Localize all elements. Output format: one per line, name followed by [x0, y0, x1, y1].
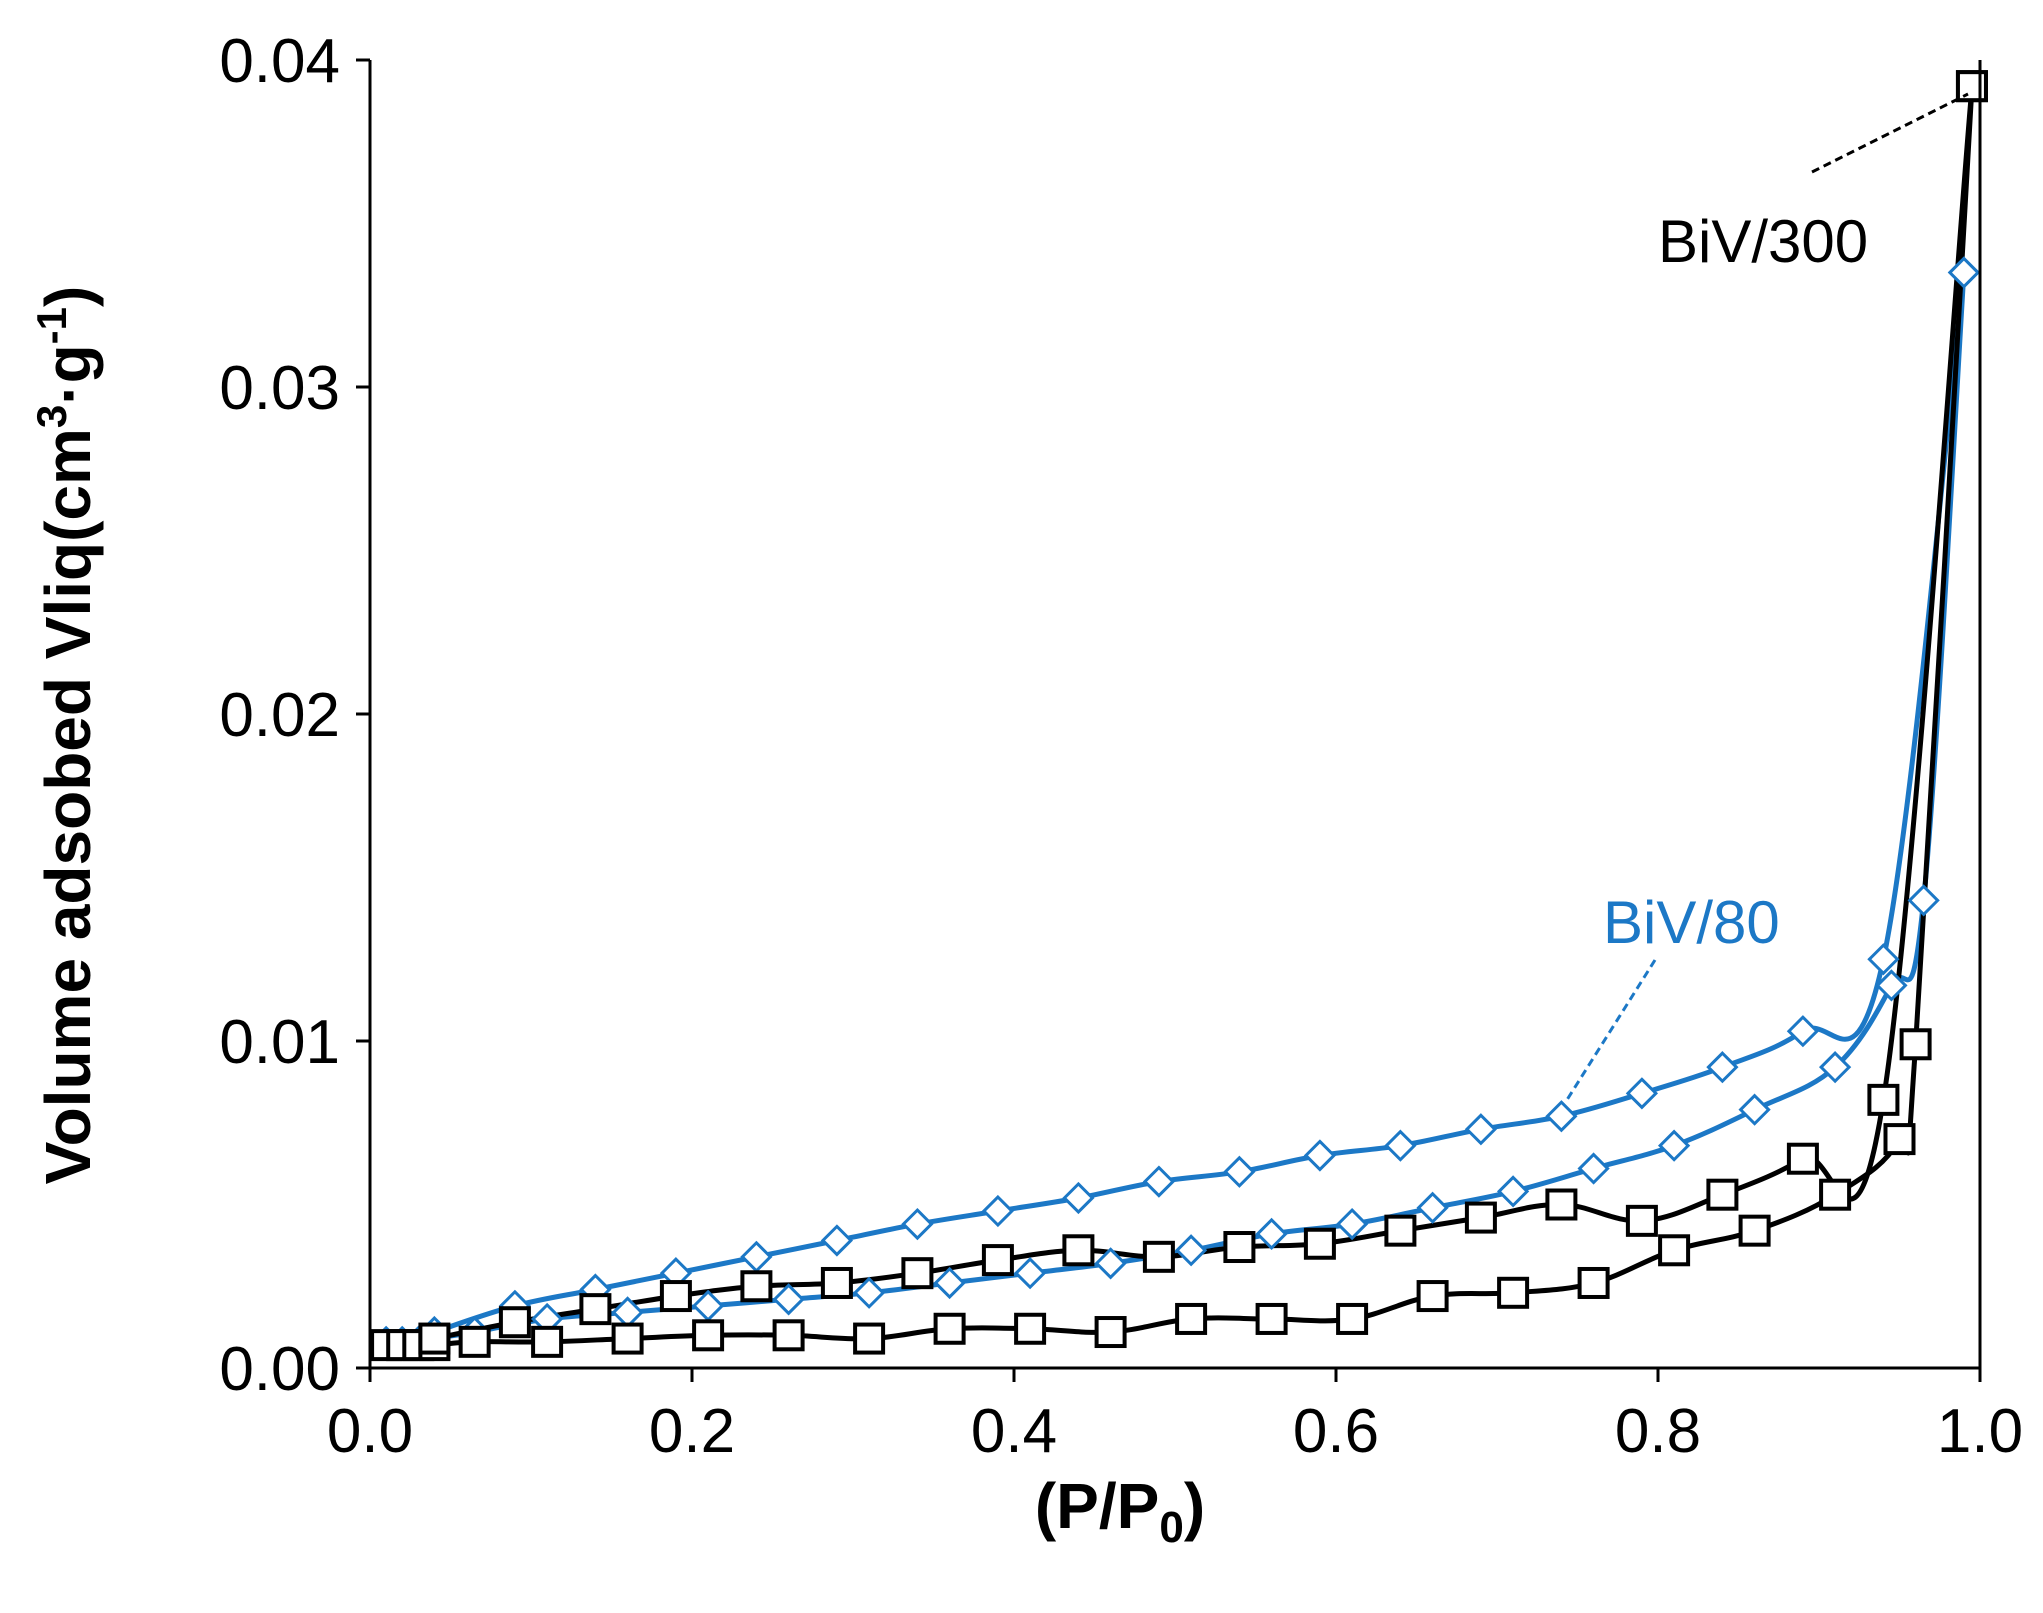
data-point-biv80: [1867, 943, 1900, 976]
data-point-biv80: [1464, 1113, 1498, 1146]
data-point-biv80: [852, 1276, 886, 1309]
data-point-biv80: [1142, 1165, 1176, 1198]
data-point-biv300: [611, 1322, 644, 1355]
x-tick-label: 0.8: [1615, 1397, 1701, 1466]
data-point-biv300: [1014, 1312, 1047, 1345]
data-point-biv80: [981, 1194, 1015, 1228]
data-point-biv300: [772, 1319, 805, 1352]
data-point-biv80: [691, 1289, 725, 1322]
annotation-label-biv300: BiV/300: [1658, 208, 1868, 275]
tick-layer: 0.0 0.2 0.4 0.6 0.8 1.0 0.00 0.01 0.02 0.03 0.04: [219, 27, 2023, 1466]
data-point-biv80: [740, 1240, 773, 1273]
data-point-biv300: [1464, 1201, 1497, 1234]
data-point-biv80: [1094, 1247, 1127, 1280]
data-point-biv300: [1658, 1234, 1691, 1267]
y-tick-label: 0.01: [219, 1008, 340, 1077]
data-point-biv300: [418, 1322, 451, 1355]
data-point-biv80: [1947, 256, 1981, 289]
annotation-leader-biv300: [1811, 92, 1969, 174]
data-point-biv300: [1497, 1276, 1530, 1309]
x-tick-label: 0.4: [971, 1397, 1057, 1466]
data-point-biv300: [1706, 1178, 1739, 1211]
data-point-biv80: [1384, 1129, 1417, 1162]
y-tick-label: 0.00: [219, 1335, 340, 1404]
data-point-biv300: [1416, 1280, 1449, 1313]
data-point-biv300: [853, 1322, 886, 1355]
data-point-biv300: [458, 1325, 491, 1358]
data-point-biv80: [1496, 1175, 1530, 1208]
data-point-biv80: [1786, 1015, 1820, 1048]
data-point-biv80: [1818, 1051, 1852, 1084]
x-axis-title: (P/P0): [1035, 1470, 1205, 1552]
data-point-biv80: [1303, 1139, 1337, 1172]
data-point-biv300: [1336, 1302, 1369, 1335]
data-point-biv300: [1545, 1188, 1578, 1221]
x-tick-label: 1.0: [1937, 1397, 2023, 1466]
data-point-biv300: [692, 1319, 725, 1352]
data-point-biv300: [820, 1266, 853, 1299]
annotation-layer: BiV/300 BiV/80: [1563, 92, 1969, 1104]
data-point-biv300: [1899, 1028, 1932, 1061]
y-tick-label: 0.03: [219, 354, 340, 423]
data-point-biv300: [901, 1257, 934, 1290]
data-point-biv80: [1062, 1181, 1095, 1215]
marker-layer: [369, 70, 1988, 1362]
data-point-biv300: [1384, 1214, 1417, 1247]
data-point-biv80: [1545, 1100, 1578, 1133]
data-point-biv300: [981, 1244, 1014, 1277]
x-tick-label: 0.2: [649, 1397, 735, 1466]
data-point-biv300: [1577, 1266, 1610, 1299]
data-point-biv80: [1738, 1093, 1771, 1126]
data-point-biv300: [1625, 1204, 1658, 1237]
data-point-biv300: [1303, 1227, 1336, 1260]
data-point-biv80: [1657, 1129, 1691, 1162]
data-point-biv300: [1738, 1214, 1771, 1247]
series-layer: [383, 83, 1975, 1348]
data-point-biv80: [772, 1283, 805, 1316]
y-axis-title: Volume adsobed Vliq(cm3·g-1): [28, 286, 104, 1185]
data-point-biv300: [531, 1325, 564, 1358]
y-tick-label: 0.02: [219, 681, 340, 750]
data-point-biv300: [1062, 1234, 1095, 1267]
data-point-biv300: [1786, 1142, 1819, 1175]
data-point-biv300: [1883, 1123, 1916, 1156]
y-tick-label: 0.04: [219, 27, 340, 96]
data-point-biv300: [1094, 1316, 1127, 1349]
data-point-biv300: [1955, 70, 1988, 103]
data-point-biv80: [901, 1207, 934, 1241]
data-point-biv80: [933, 1266, 966, 1300]
data-point-biv300: [498, 1306, 531, 1339]
data-point-biv80: [1907, 884, 1940, 917]
data-point-biv80: [820, 1224, 854, 1257]
data-point-biv80: [1706, 1051, 1739, 1084]
data-point-biv300: [740, 1270, 773, 1303]
annotation-leader-biv80: [1563, 959, 1657, 1104]
series-line-biv80-desorption: [431, 270, 1967, 1335]
data-point-biv300: [1255, 1302, 1288, 1335]
data-point-biv300: [933, 1312, 966, 1345]
data-point-biv300: [659, 1280, 692, 1313]
data-point-biv80: [1013, 1257, 1047, 1290]
data-point-biv80: [1875, 969, 1908, 1002]
data-point-biv300: [1867, 1083, 1900, 1116]
data-point-biv80: [1174, 1234, 1208, 1267]
data-point-biv300: [579, 1293, 612, 1326]
annotation-label-biv80: BiV/80: [1603, 889, 1780, 956]
data-point-biv300: [1223, 1231, 1256, 1264]
data-point-biv80: [1577, 1152, 1610, 1185]
data-point-biv80: [1625, 1077, 1659, 1110]
data-point-biv80: [1223, 1155, 1256, 1188]
data-point-biv300: [1819, 1178, 1852, 1211]
series-line-biv300-adsorption: [383, 83, 1975, 1348]
data-point-biv80: [1335, 1207, 1369, 1241]
data-point-biv300: [1142, 1240, 1175, 1273]
data-point-biv80: [1255, 1217, 1288, 1251]
data-point-biv300: [1175, 1302, 1208, 1335]
x-tick-label: 0.6: [1293, 1397, 1379, 1466]
x-tick-label: 0.0: [327, 1397, 413, 1466]
data-point-biv80: [1416, 1191, 1449, 1224]
